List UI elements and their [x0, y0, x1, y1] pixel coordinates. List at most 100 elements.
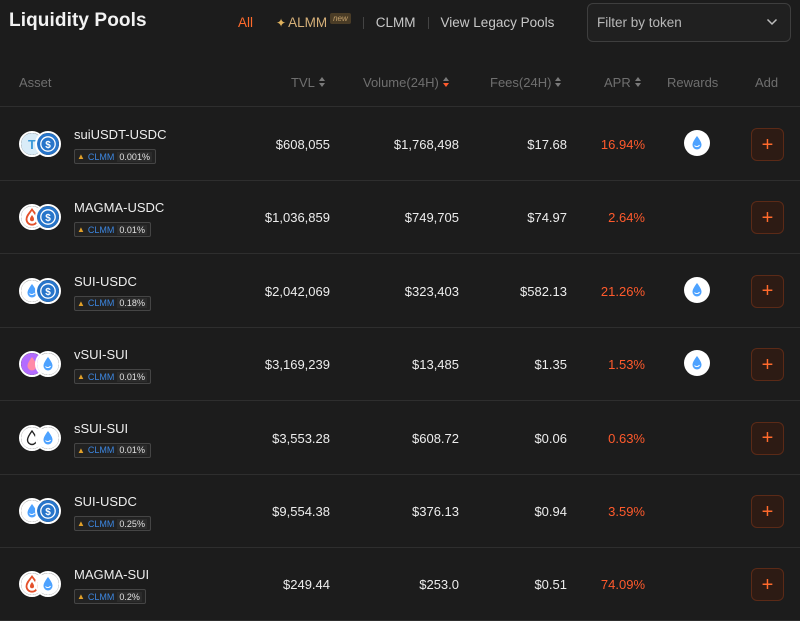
pool-type-badge: ▲ CLMM 0.001% [74, 149, 156, 164]
pool-type-label: CLMM [87, 224, 115, 235]
add-liquidity-button[interactable]: + [751, 201, 784, 235]
add-liquidity-button[interactable]: + [751, 495, 784, 528]
pool-pair-name[interactable]: suiUSDT-USDC [74, 127, 167, 142]
column-apr[interactable]: APR [604, 75, 642, 90]
pool-tvl: $3,553.28 [272, 430, 330, 446]
pool-tvl: $9,554.38 [272, 504, 330, 519]
sort-desc-icon [442, 77, 450, 88]
pool-volume: $608.72 [412, 430, 459, 446]
pool-apr: 1.53% [608, 357, 645, 373]
pool-tvl: $1,036,859 [264, 210, 330, 226]
column-tvl[interactable]: TVL [291, 75, 326, 90]
tab-almm-label: ALMM [288, 15, 328, 30]
column-rewards: Rewards [667, 75, 719, 90]
pool-fees: $0.51 [534, 577, 567, 593]
svg-text:$: $ [45, 507, 51, 518]
flame-icon: ▲ [77, 225, 85, 235]
flame-icon: ▲ [77, 298, 85, 308]
page-title: Liquidity Pools [9, 10, 147, 31]
pool-pair-name[interactable]: SUI-USDC [74, 494, 137, 509]
flame-icon: ▲ [77, 592, 85, 602]
plus-icon: + [761, 353, 774, 376]
token-pair-icons: $ [19, 277, 63, 304]
pool-fees: $0.06 [534, 430, 567, 446]
pool-volume: $13,485 [412, 357, 459, 373]
svg-text:T: T [28, 137, 36, 152]
pool-pair-name[interactable]: SUI-USDC [74, 273, 137, 289]
add-liquidity-button[interactable]: + [751, 348, 784, 382]
new-badge: new [330, 13, 351, 24]
add-liquidity-button[interactable]: + [751, 421, 784, 455]
column-add: Add [755, 75, 779, 90]
flame-icon: ▲ [77, 152, 85, 161]
pool-type-label: CLMM [87, 591, 115, 602]
pool-apr: 2.64% [608, 210, 645, 226]
token-pair-icons [19, 351, 63, 378]
pool-apr: 3.59% [608, 504, 645, 519]
usdc-icon: $ [35, 131, 61, 157]
plus-icon: + [761, 427, 774, 450]
pool-apr: 16.94% [600, 137, 645, 152]
pool-tvl: $608,055 [275, 137, 330, 152]
sui-icon [35, 424, 61, 451]
tab-almm[interactable]: ✦ ALMM new [276, 13, 351, 30]
fee-tier: 0.25% [117, 518, 147, 529]
tab-clmm[interactable]: CLMM [375, 15, 416, 30]
tab-view-legacy-pools[interactable]: View Legacy Pools [440, 15, 555, 30]
pool-type-badge: ▲ CLMM 0.18% [74, 295, 151, 311]
pool-pair-name[interactable]: MAGMA-USDC [74, 200, 165, 216]
pool-type-label: CLMM [87, 151, 115, 162]
pool-volume: $376.13 [412, 504, 459, 519]
token-pair-icons [19, 424, 63, 451]
pool-pair-name[interactable]: vSUI-SUI [74, 347, 129, 363]
fee-tier: 0.18% [117, 298, 147, 309]
token-pair-icons: $ [19, 204, 63, 231]
page-header: Liquidity Pools All ✦ ALMM new CLMM View… [0, 0, 800, 50]
fee-tier: 0.01% [117, 445, 147, 456]
svg-text:$: $ [45, 140, 51, 151]
pool-fees: $1.35 [534, 357, 567, 373]
add-liquidity-button[interactable]: + [751, 274, 784, 308]
pool-fees: $74.97 [527, 210, 567, 226]
usdc-icon: $ [35, 498, 61, 524]
table-header: Asset TVL Volume(24H) Fees(24H) APR Rewa… [0, 62, 800, 107]
add-liquidity-button[interactable]: + [751, 128, 784, 161]
chevron-down-icon [766, 18, 778, 26]
tab-all[interactable]: All [238, 15, 254, 30]
pool-pair-name[interactable]: MAGMA-SUI [74, 567, 150, 583]
pool-row[interactable]: vSUI-SUI ▲ CLMM 0.01% $3,169,239 $13,485 $1.35… [0, 328, 800, 402]
token-pair-icons: $ [19, 498, 63, 524]
pool-row[interactable]: MAGMA-SUI ▲ CLMM 0.2% $249.44 $253.0 $0.51 74.0… [0, 548, 800, 621]
column-volume[interactable]: Volume(24H) [363, 75, 450, 90]
column-fees[interactable]: Fees(24H) [490, 75, 562, 90]
pool-row[interactable]: $ SUI-USDC ▲ CLMM 0.25% $9,554.38 $376.13 $0.94… [0, 475, 800, 548]
token-filter-select[interactable]: Filter by token [587, 3, 791, 42]
flame-icon: ▲ [77, 445, 85, 455]
reward-sui-icon [684, 130, 710, 156]
fee-tier: 0.01% [117, 224, 147, 235]
sui-icon [35, 351, 61, 378]
pool-row[interactable]: $ SUI-USDC ▲ CLMM 0.18% $2,042,069 $323,403 $58… [0, 255, 800, 328]
pool-type-label: CLMM [87, 371, 115, 382]
pool-volume: $323,403 [404, 283, 459, 299]
column-fees-label: Fees(24H) [490, 75, 552, 90]
column-volume-label: Volume(24H) [363, 75, 439, 90]
token-pair-icons: T $ [19, 131, 63, 157]
pool-row[interactable]: $ MAGMA-USDC ▲ CLMM 0.01% $1,036,859 $749,705 $… [0, 181, 800, 255]
add-liquidity-button[interactable]: + [751, 568, 784, 602]
pool-fees: $17.68 [527, 137, 567, 152]
pool-pair-name[interactable]: sSUI-SUI [74, 420, 129, 436]
usdc-icon: $ [35, 277, 61, 304]
fee-tier: 0.2% [117, 591, 142, 602]
sui-icon [35, 571, 61, 598]
pool-type-label: CLMM [87, 445, 115, 456]
plus-icon: + [761, 133, 774, 156]
pool-tvl: $2,042,069 [264, 283, 330, 299]
pool-row[interactable]: T $ suiUSDT-USDC ▲ CLMM 0.001% $608,055 $1,768,… [0, 108, 800, 181]
pool-volume: $749,705 [404, 210, 459, 226]
plus-icon: + [761, 280, 774, 303]
pool-type-label: CLMM [87, 518, 115, 529]
fee-tier: 0.001% [117, 151, 152, 162]
pool-row[interactable]: sSUI-SUI ▲ CLMM 0.01% $3,553.28 $608.72 $0.06 0… [0, 402, 800, 475]
svg-text:$: $ [45, 287, 51, 298]
